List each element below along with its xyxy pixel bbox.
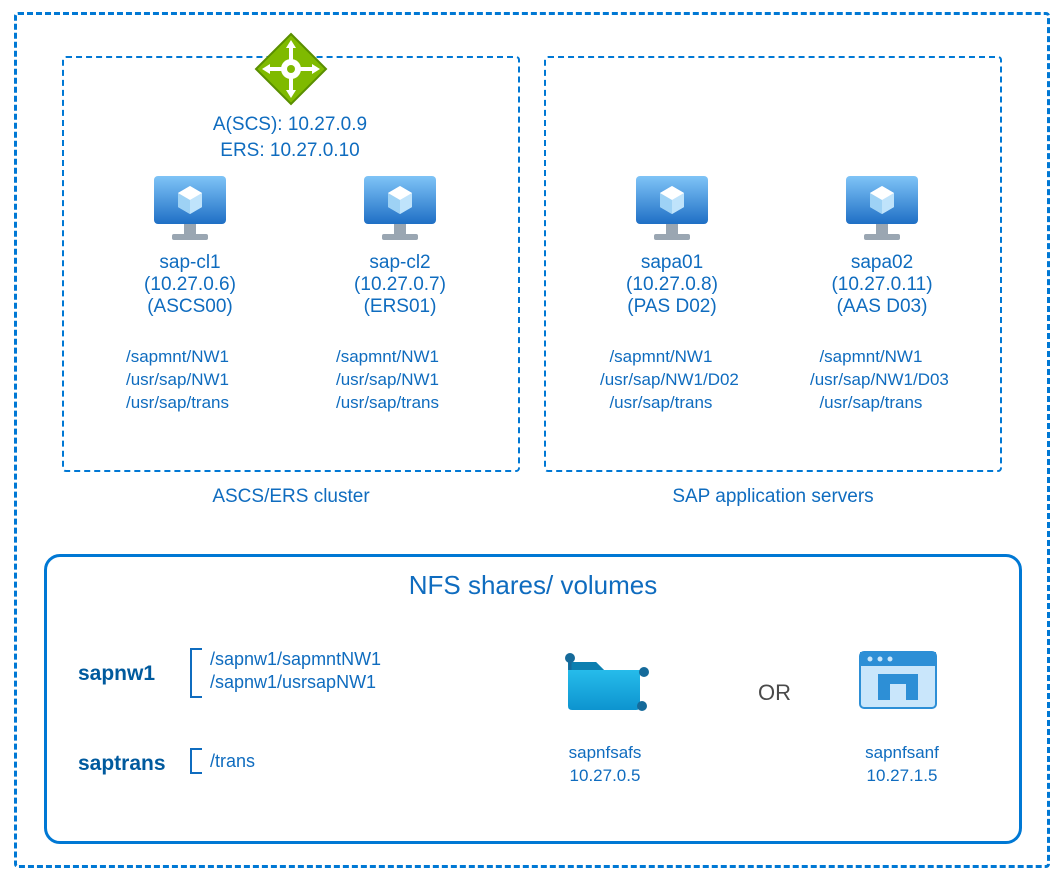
left-cluster-label: ASCS/ERS cluster — [62, 486, 520, 508]
vm-paths: /sapmnt/NW1 /usr/sap/NW1 /usr/sap/trans — [90, 346, 290, 415]
azure-files-ip: 10.27.0.5 — [540, 765, 670, 788]
azure-files-name: sapnfsafs — [540, 742, 670, 765]
or-text: OR — [758, 680, 791, 706]
share-saptrans-name: saptrans — [78, 752, 166, 776]
vm-role: (ERS01) — [300, 296, 500, 318]
share-sapnw1-name: sapnw1 — [78, 662, 155, 686]
share-saptrans-paths: /trans — [210, 750, 255, 773]
vm-node-sap-cl1: sap-cl1 (10.27.0.6) (ASCS00) /sapmnt/NW1… — [90, 172, 290, 415]
azure-files-icon — [558, 640, 654, 720]
vm-ip: (10.27.0.6) — [90, 274, 290, 296]
lb-ers-ip: ERS: 10.27.0.10 — [160, 138, 420, 164]
vm-name: sapa02 — [782, 252, 982, 274]
vm-paths: /sapmnt/NW1 /usr/sap/NW1 /usr/sap/trans — [300, 346, 500, 415]
netapp-files-name: sapnfsanf — [842, 742, 962, 765]
share-saptrans-bracket — [190, 748, 192, 774]
vm-ip: (10.27.0.11) — [782, 274, 982, 296]
load-balancer-labels: A(SCS): 10.27.0.9 ERS: 10.27.0.10 — [160, 112, 420, 163]
vm-icon — [572, 172, 772, 246]
netapp-files-label: sapnfsanf 10.27.1.5 — [842, 742, 962, 788]
nfs-title: NFS shares/ volumes — [44, 570, 1022, 601]
netapp-files-ip: 10.27.1.5 — [842, 765, 962, 788]
vm-node-sapa01: sapa01 (10.27.0.8) (PAS D02) /sapmnt/NW1… — [572, 172, 772, 415]
vm-paths: /sapmnt/NW1 /usr/sap/NW1/D03 /usr/sap/tr… — [782, 346, 982, 415]
vm-role: (PAS D02) — [572, 296, 772, 318]
vm-icon — [782, 172, 982, 246]
vm-role: (ASCS00) — [90, 296, 290, 318]
vm-paths: /sapmnt/NW1 /usr/sap/NW1/D02 /usr/sap/tr… — [572, 346, 772, 415]
vm-ip: (10.27.0.8) — [572, 274, 772, 296]
right-cluster-label: SAP application servers — [544, 486, 1002, 508]
vm-name: sap-cl1 — [90, 252, 290, 274]
vm-role: (AAS D03) — [782, 296, 982, 318]
vm-node-sapa02: sapa02 (10.27.0.11) (AAS D03) /sapmnt/NW… — [782, 172, 982, 415]
lb-ascs-ip: A(SCS): 10.27.0.9 — [160, 112, 420, 138]
azure-files-label: sapnfsafs 10.27.0.5 — [540, 742, 670, 788]
vm-icon — [90, 172, 290, 246]
share-sapnw1-paths: /sapnw1/sapmntNW1 /sapnw1/usrsapNW1 — [210, 648, 381, 695]
vm-node-sap-cl2: sap-cl2 (10.27.0.7) (ERS01) /sapmnt/NW1 … — [300, 172, 500, 415]
vm-name: sap-cl2 — [300, 252, 500, 274]
share-sapnw1-bracket — [190, 648, 192, 698]
vm-ip: (10.27.0.7) — [300, 274, 500, 296]
netapp-files-icon — [856, 644, 940, 716]
vm-icon — [300, 172, 500, 246]
vm-name: sapa01 — [572, 252, 772, 274]
load-balancer-icon — [252, 30, 330, 108]
